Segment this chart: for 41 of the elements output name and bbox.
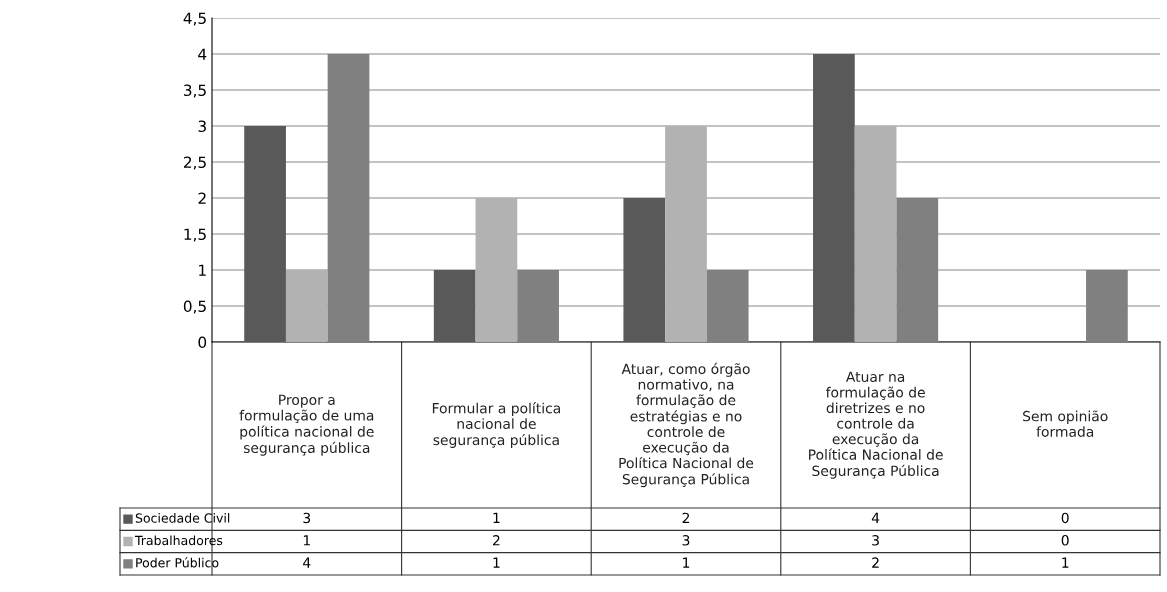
bar — [285, 270, 328, 342]
data-label: 2 — [682, 512, 690, 523]
y-tick-label: 2,5 — [183, 156, 206, 170]
data-label: 1 — [493, 512, 500, 523]
data-label: 4 — [871, 512, 880, 523]
data-label: 3 — [303, 512, 311, 524]
x-tick-label: Atuar, como órgão normativo, na formulação de estratégias e no controle de execução da Política Nacional de Segurança Pública — [619, 362, 754, 488]
data-label: 0 — [1061, 512, 1069, 524]
bar — [244, 126, 286, 342]
legend-label: Trabalhadores — [134, 535, 223, 546]
y-tick-label: 0 — [198, 336, 207, 349]
y-tick-label: 4,5 — [183, 12, 206, 26]
data-label: 1 — [493, 557, 500, 568]
data-label: 2 — [872, 557, 879, 568]
x-tick-label: Atuar na formulação de diretrizes e no controle da execução da Política Nacional de Segurança Pública — [809, 371, 943, 479]
x-tick-label: Formular a política nacional de segurança pública — [432, 402, 560, 448]
y-tick-label: 4 — [198, 48, 207, 60]
y-tick-label: 3,5 — [184, 84, 206, 98]
x-tick-label: Sem opinião formada — [1023, 410, 1108, 437]
data-label: 3 — [682, 535, 690, 546]
y-tick-label: 0,5 — [183, 300, 206, 314]
data-label: 0 — [1061, 535, 1069, 546]
data-label: 1 — [1062, 557, 1069, 568]
data-label: 1 — [303, 535, 310, 546]
data-label: 4 — [303, 557, 311, 568]
bar — [433, 270, 476, 342]
data-label: 1 — [683, 557, 690, 568]
bar — [854, 126, 897, 342]
bar — [623, 198, 666, 342]
data-label: 3 — [872, 535, 879, 546]
bar — [475, 198, 518, 342]
y-tick-label: 1 — [199, 264, 206, 276]
legend-label: Poder Público — [136, 557, 219, 568]
bar — [665, 126, 707, 342]
y-tick-label: 2 — [198, 192, 206, 204]
data-label: 2 — [493, 535, 500, 546]
bar — [813, 54, 855, 342]
y-tick-label: 3 — [198, 120, 206, 133]
y-tick-label: 1,5 — [184, 228, 206, 242]
legend-label: Sociedade Civil — [135, 513, 230, 523]
x-tick-label: Propor a formulação de uma política nacional de segurança pública — [239, 394, 374, 456]
